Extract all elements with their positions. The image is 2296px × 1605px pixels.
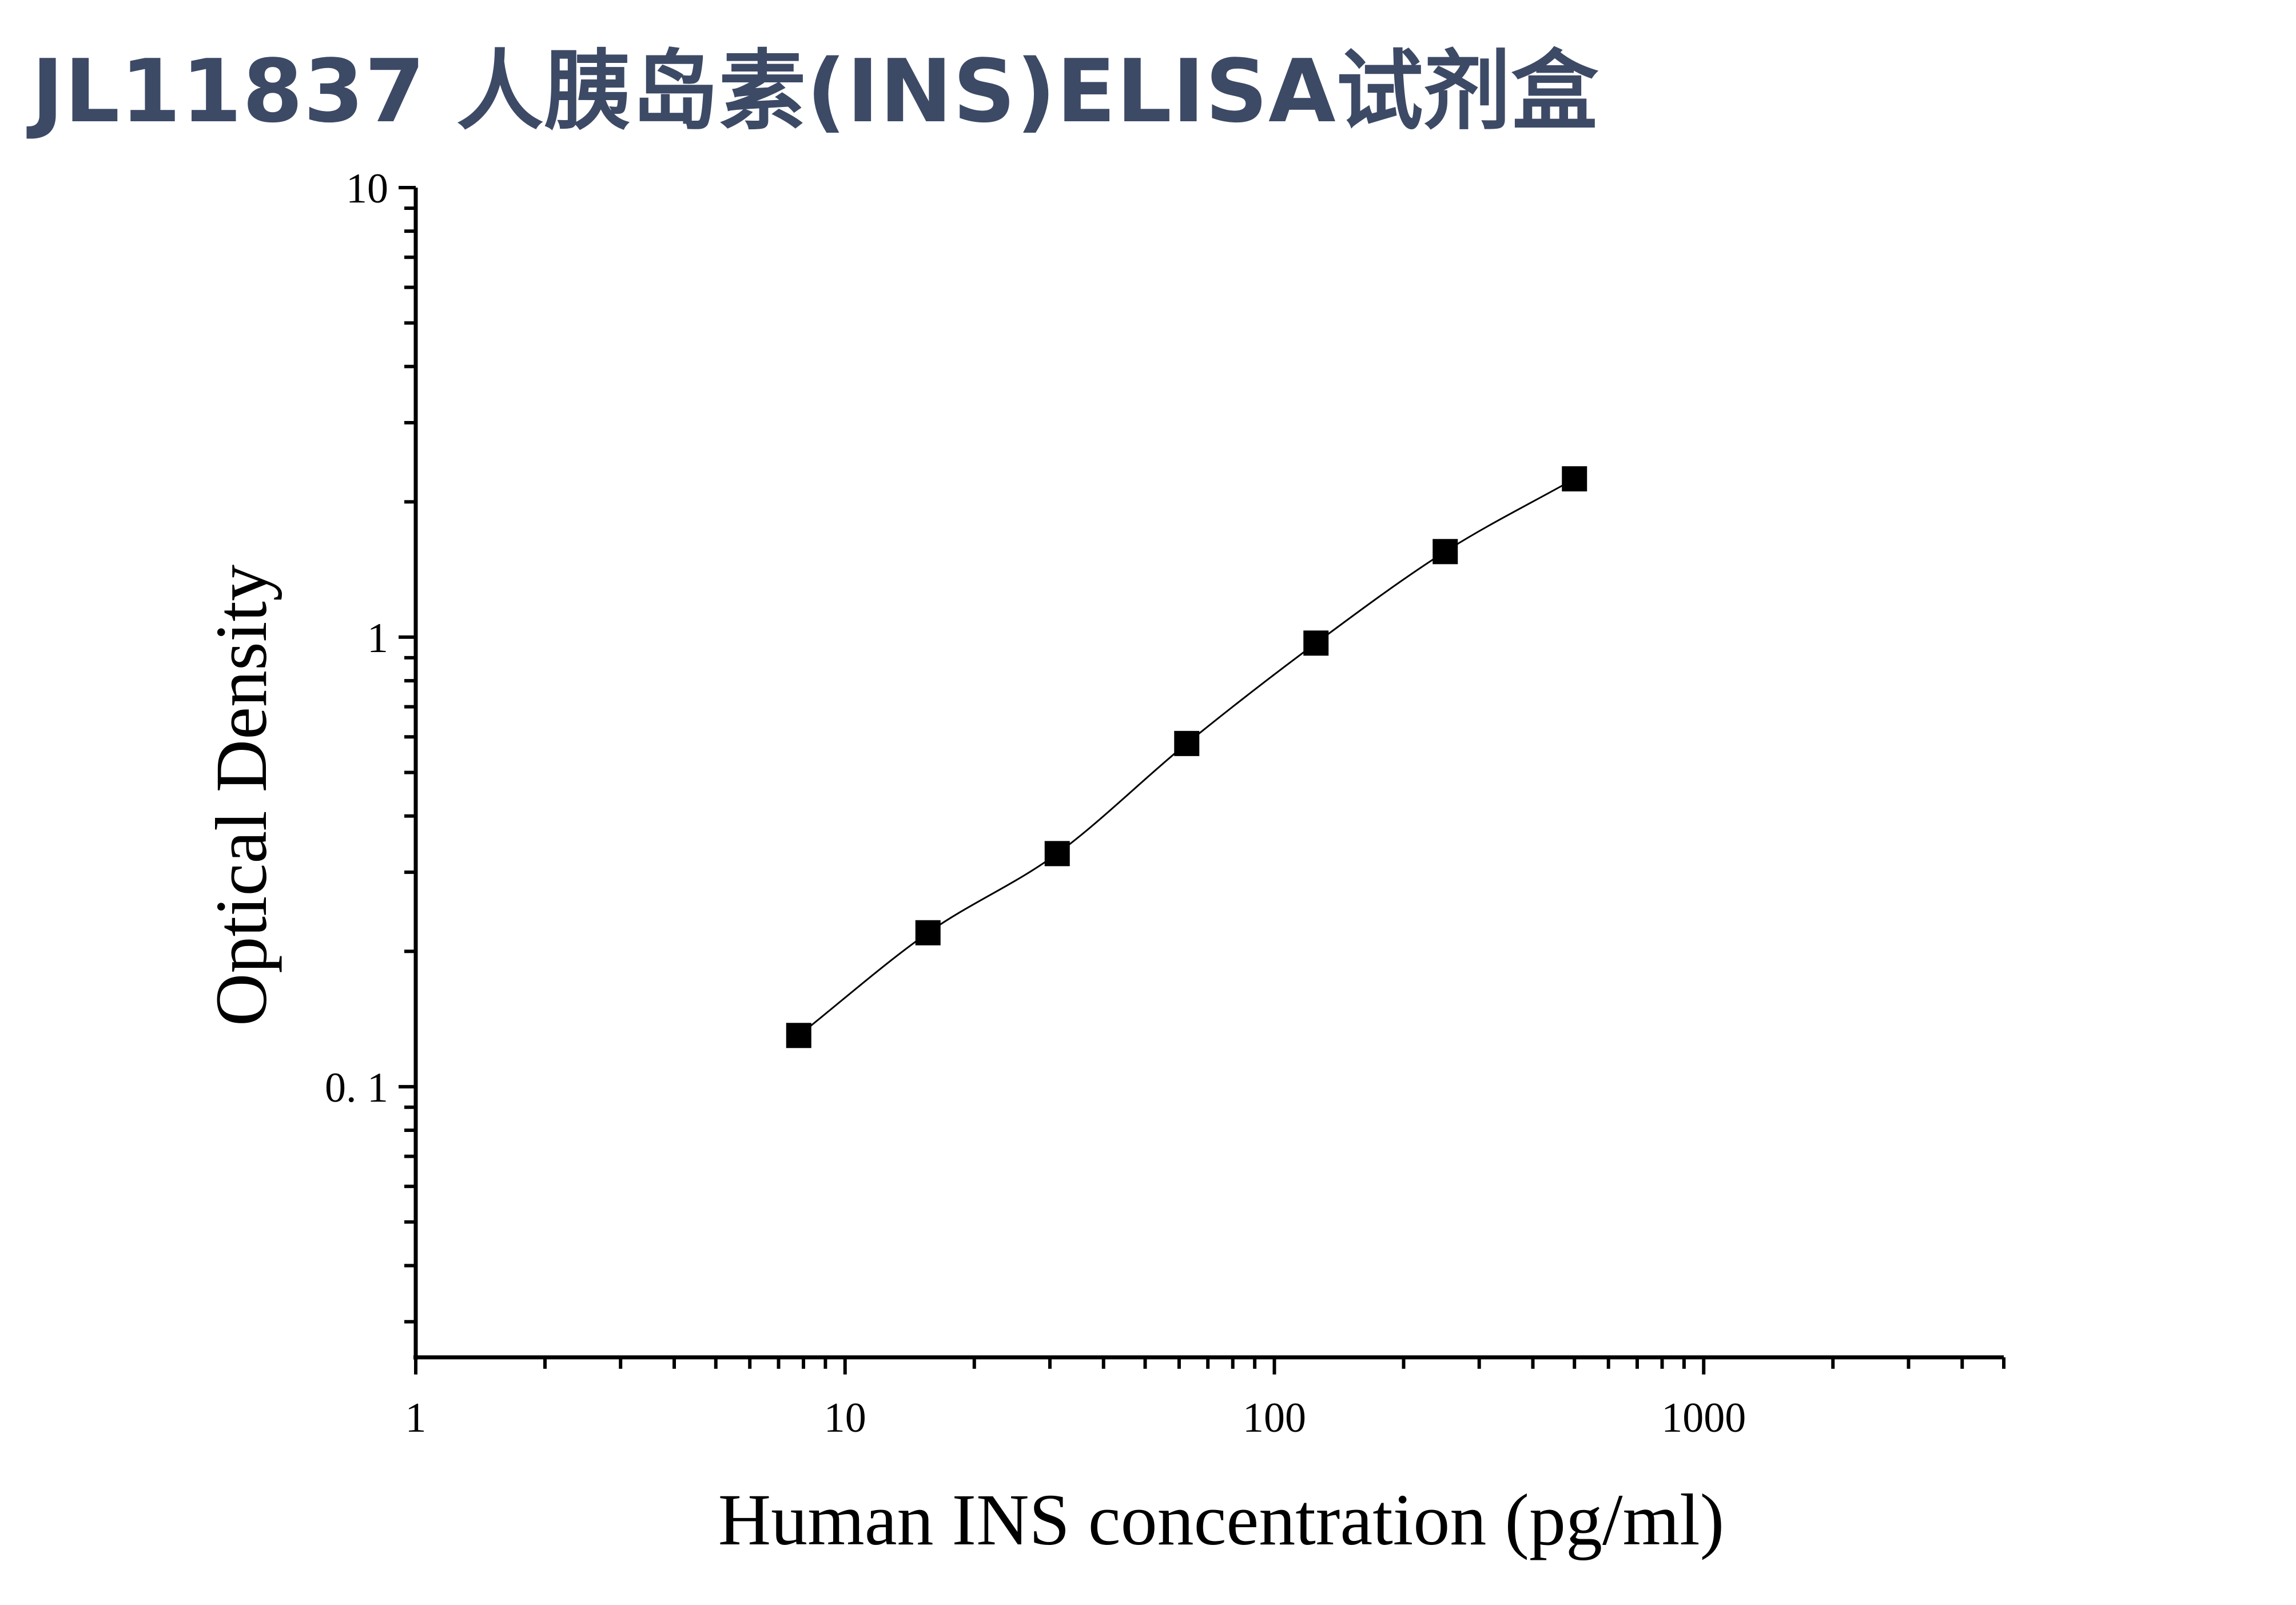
y-tick-label: 0. 1 (325, 1064, 388, 1111)
data-point (1174, 730, 1200, 756)
x-tick-label: 10 (824, 1395, 866, 1441)
x-tick-label: 1000 (1661, 1395, 1746, 1441)
fit-curve (798, 478, 1575, 1036)
data-point (1044, 841, 1070, 867)
tick-labels: 1 10 100 1000 0. 1 1 10 (325, 165, 1746, 1441)
y-tick-label: 10 (346, 165, 388, 212)
data-point (1562, 466, 1587, 492)
axis-ticks (399, 186, 2005, 1374)
x-tick-label: 1 (405, 1395, 427, 1441)
data-point (915, 920, 941, 945)
page-title: JL11837 人胰岛素(INS)ELISA试剂盒 (31, 41, 1599, 142)
y-axis-title: Optical Density (201, 565, 282, 1026)
data-point (1303, 630, 1329, 656)
axes (413, 188, 2004, 1360)
y-tick-label: 1 (367, 615, 388, 662)
x-tick-label: 100 (1243, 1395, 1306, 1441)
data-point (786, 1023, 811, 1048)
data-points (786, 466, 1587, 1048)
data-point (1432, 539, 1458, 565)
x-axis-title: Human INS concentration (pg/ml) (718, 1479, 1725, 1560)
